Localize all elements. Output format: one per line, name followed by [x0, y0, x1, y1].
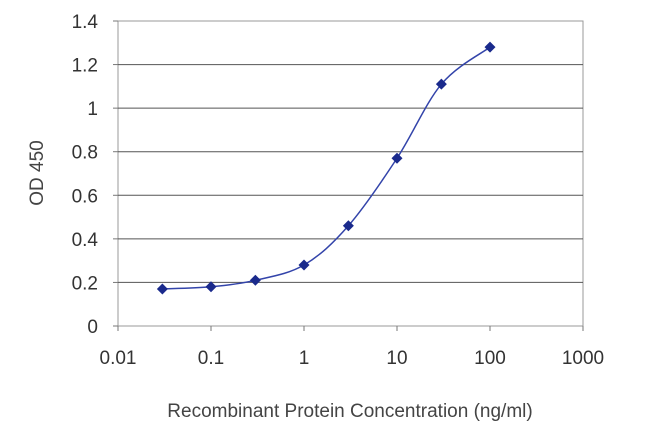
y-tick-label: 0.6 [72, 186, 98, 207]
y-tick-label: 1 [87, 99, 98, 120]
x-tick-label: 0.01 [100, 348, 137, 369]
data-point [435, 78, 447, 90]
x-tick-label: 0.1 [198, 348, 224, 369]
y-tick-label: 0.4 [72, 230, 99, 251]
data-point [205, 281, 217, 293]
x-tick-label: 1000 [562, 348, 604, 369]
y-axis-ticks: 0 0.2 0.4 0.6 0.8 1 1.2 1.4 [72, 12, 118, 338]
data-point [249, 274, 261, 286]
y-tick-label: 0.2 [72, 273, 98, 294]
data-point [391, 152, 403, 164]
fit-curve [162, 46, 491, 290]
x-axis-label: Recombinant Protein Concentration (ng/ml… [167, 401, 532, 422]
y-tick-label: 1.2 [72, 56, 98, 77]
data-point [484, 41, 496, 53]
x-tick-label: 10 [386, 348, 407, 369]
plot-area [117, 20, 584, 327]
data-point [342, 220, 354, 232]
data-point [298, 259, 310, 271]
data-point [156, 283, 168, 295]
y-tick-label: 1.4 [72, 12, 99, 33]
y-tick-label: 0.8 [72, 143, 98, 164]
gridlines [118, 64, 583, 283]
x-axis-ticks: 0.01 0.1 1 10 100 1000 [100, 326, 604, 369]
y-tick-label: 0 [87, 317, 98, 338]
x-tick-label: 100 [474, 348, 506, 369]
data-points [156, 41, 496, 295]
x-tick-label: 1 [299, 348, 310, 369]
y-axis-label: OD 450 [27, 140, 48, 205]
